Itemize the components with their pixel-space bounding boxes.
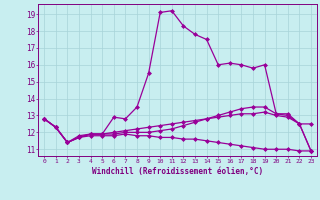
X-axis label: Windchill (Refroidissement éolien,°C): Windchill (Refroidissement éolien,°C) (92, 167, 263, 176)
